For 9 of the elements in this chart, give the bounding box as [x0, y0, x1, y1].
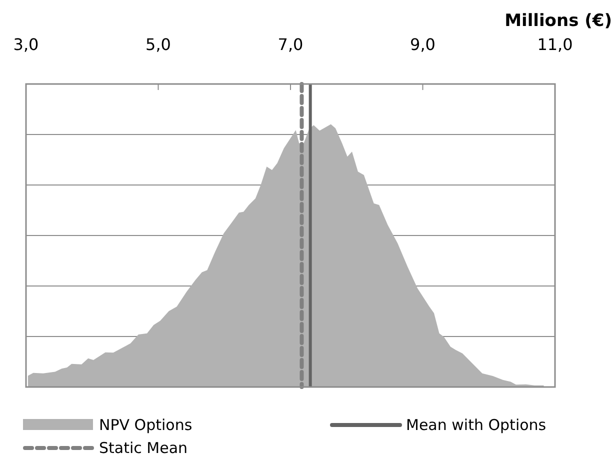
x-tick-label: 9,0	[410, 35, 436, 54]
x-tick-label: 7,0	[278, 35, 304, 54]
legend-label: NPV Options	[99, 416, 192, 434]
legend-label: Static Mean	[99, 439, 188, 455]
x-axis-title: Millions (€)	[504, 11, 612, 31]
x-tick-label: 3,0	[13, 35, 39, 54]
legend-label: Mean with Options	[406, 416, 546, 434]
x-tick-label: 11,0	[537, 35, 573, 54]
x-tick-label: 5,0	[146, 35, 171, 54]
